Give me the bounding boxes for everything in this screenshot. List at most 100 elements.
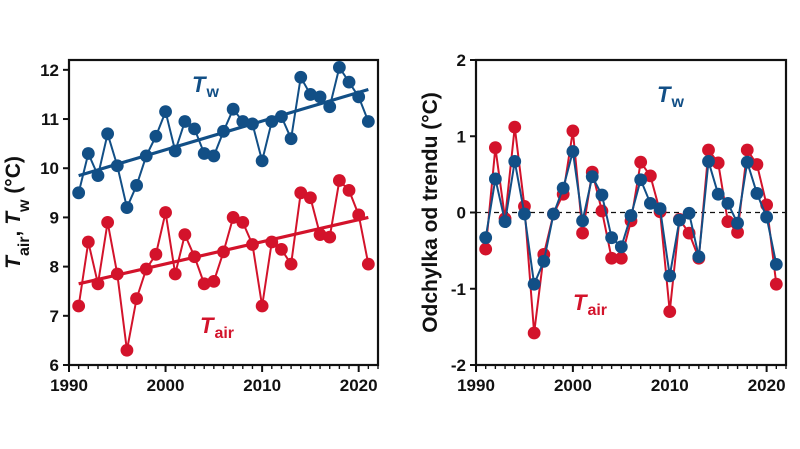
air-data-point — [284, 257, 298, 271]
series-annotation-symbol: T — [657, 82, 672, 107]
water-data-point — [614, 240, 628, 254]
water-data-point — [556, 181, 570, 195]
air-data-point — [110, 267, 124, 281]
water-data-point — [711, 187, 725, 201]
water-data-point — [197, 147, 211, 160]
air-data-point — [740, 143, 754, 157]
air-data-point — [342, 183, 356, 197]
air-data-point — [159, 206, 172, 219]
water-data-point — [673, 213, 686, 227]
water-data-point — [72, 186, 86, 200]
air-data-point — [731, 225, 744, 239]
water-data-point — [226, 102, 240, 116]
water-data-point — [361, 115, 375, 128]
air-data-point — [236, 215, 250, 229]
series-annotation-symbol: T — [200, 313, 215, 338]
y-tick-label: 7 — [50, 307, 59, 326]
air-data-point — [508, 120, 522, 134]
series-annotation-subscript: air — [214, 325, 234, 342]
series-annotation-subscript: w — [670, 94, 684, 111]
water-data-point — [537, 254, 551, 268]
water-data-point — [284, 132, 298, 146]
water-data-point — [731, 216, 744, 230]
water-data-point — [643, 196, 657, 210]
x-tick-label: 2010 — [651, 376, 689, 395]
water-data-point — [682, 206, 696, 220]
y-tick-label: 12 — [40, 61, 59, 80]
air-data-point — [750, 158, 764, 171]
water-data-point — [168, 144, 182, 158]
y-tick-label: 10 — [40, 159, 59, 178]
water-data-point — [120, 201, 134, 214]
air-data-point — [769, 277, 783, 291]
air-data-point — [81, 235, 95, 249]
air-data-point — [226, 211, 240, 224]
y-tick-label: 6 — [50, 356, 59, 375]
water-data-point — [265, 115, 279, 128]
y-axis-label-symbol: T — [2, 254, 25, 269]
water-data-point — [760, 210, 774, 224]
air-data-point — [614, 251, 628, 265]
water-data-point — [294, 70, 308, 84]
water-data-point — [595, 188, 609, 202]
panel-deviation-from-trend: -2 -1 0 1 2 1990 2000 2010 2020 Odchylka od trend… — [419, 51, 788, 395]
air-data-point — [101, 215, 115, 229]
air-data-point — [479, 242, 493, 256]
x-tick-label: 2020 — [340, 376, 378, 395]
water-data-point — [101, 127, 115, 141]
water-data-point — [91, 169, 105, 183]
water-data-point — [246, 117, 259, 131]
air-data-point — [702, 143, 715, 157]
air-data-point — [488, 141, 502, 155]
x-tick-label: 2010 — [243, 376, 281, 395]
air-data-point — [188, 250, 201, 264]
air-data-point — [313, 228, 327, 242]
air-data-point — [566, 124, 580, 138]
air-data-point — [332, 174, 346, 187]
water-data-point — [721, 196, 735, 210]
air-data-point — [721, 215, 735, 229]
air-data-point — [139, 262, 153, 276]
water-data-point — [740, 155, 754, 169]
water-data-point — [255, 154, 269, 168]
series-annotation-subscript: air — [587, 302, 607, 319]
water-data-point — [207, 149, 221, 163]
water-data-point — [769, 257, 783, 271]
air-data-point — [246, 238, 259, 251]
air-data-point — [130, 292, 143, 305]
air-data-point — [576, 226, 589, 240]
water-data-point — [275, 110, 288, 123]
water-data-point — [518, 207, 531, 221]
air-data-point — [634, 155, 648, 169]
series-annotation-air: Tair — [573, 290, 607, 319]
water-data-point — [624, 209, 638, 222]
air-data-point — [217, 245, 230, 259]
y-axis-label-text: (°C) — [2, 156, 25, 199]
water-data-point — [527, 277, 541, 291]
water-data-point — [488, 172, 502, 186]
water-data-point — [702, 155, 715, 168]
water-data-point — [139, 149, 153, 163]
water-data-point — [566, 145, 580, 158]
water-data-point — [585, 170, 599, 184]
series-annotation-symbol: T — [573, 290, 588, 315]
series-annotation-air: Tair — [200, 313, 234, 342]
air-data-point — [120, 343, 134, 357]
air-data-point — [255, 299, 269, 313]
air-data-point — [294, 186, 308, 200]
y-tick-label: 0 — [457, 204, 466, 223]
water-data-point — [498, 215, 512, 229]
air-data-point — [275, 242, 288, 256]
water-data-point — [692, 250, 706, 264]
y-axis-label: Tair, Tw (°C) — [2, 156, 33, 269]
water-data-point — [323, 100, 337, 114]
y-tick-label: -2 — [451, 356, 466, 375]
water-data-point — [159, 105, 172, 119]
air-data-point — [304, 191, 317, 205]
air-data-point — [663, 305, 677, 319]
y-tick-label: 1 — [457, 127, 466, 146]
water-data-point — [130, 179, 143, 192]
water-data-point — [547, 207, 560, 221]
water-data-point — [605, 231, 619, 245]
